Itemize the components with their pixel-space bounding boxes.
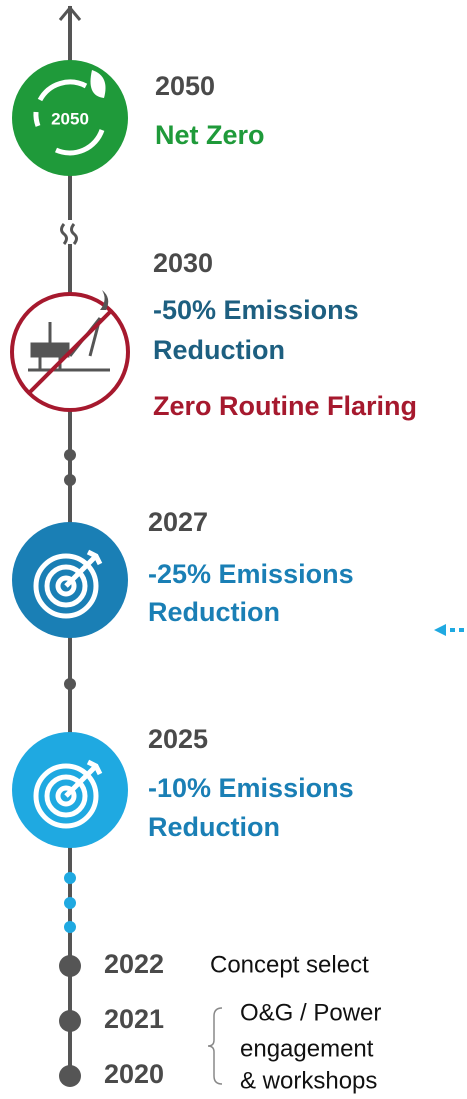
leaf bbox=[90, 70, 106, 98]
icon-text: 2050 bbox=[51, 109, 89, 128]
goal: Reduction bbox=[148, 812, 280, 842]
year: 2021 bbox=[104, 1004, 164, 1034]
break-mark bbox=[60, 223, 78, 245]
pointer-arrow bbox=[434, 624, 467, 636]
dot bbox=[59, 1065, 81, 1087]
dot bbox=[64, 678, 76, 690]
note: Zero Routine Flaring bbox=[153, 391, 417, 421]
goal: -25% Emissions bbox=[148, 559, 354, 589]
label: & workshops bbox=[240, 1067, 377, 1094]
target bbox=[33, 759, 103, 829]
dot bbox=[64, 897, 76, 909]
goal: Reduction bbox=[148, 597, 280, 627]
year: 2020 bbox=[104, 1059, 164, 1089]
goal: Net Zero bbox=[155, 120, 265, 150]
slash bbox=[28, 310, 112, 394]
year: 2025 bbox=[148, 724, 208, 754]
year: 2022 bbox=[104, 949, 164, 979]
goal: -50% Emissions bbox=[153, 295, 359, 325]
label: O&G / Power bbox=[240, 999, 381, 1026]
target bbox=[33, 549, 103, 619]
cycle-arrows bbox=[33, 79, 105, 156]
brace bbox=[207, 1007, 223, 1085]
dot bbox=[59, 1010, 81, 1032]
label: Concept select bbox=[210, 951, 369, 978]
dot bbox=[59, 955, 81, 977]
flame bbox=[100, 290, 109, 310]
year: 2030 bbox=[153, 248, 213, 278]
label: engagement bbox=[240, 1035, 374, 1062]
year: 2050 bbox=[155, 71, 215, 101]
dot bbox=[64, 872, 76, 884]
goal: -10% Emissions bbox=[148, 773, 354, 803]
year: 2027 bbox=[148, 507, 208, 537]
dot bbox=[64, 474, 76, 486]
dot bbox=[64, 921, 76, 933]
goal: Reduction bbox=[153, 335, 285, 365]
dot bbox=[64, 449, 76, 461]
